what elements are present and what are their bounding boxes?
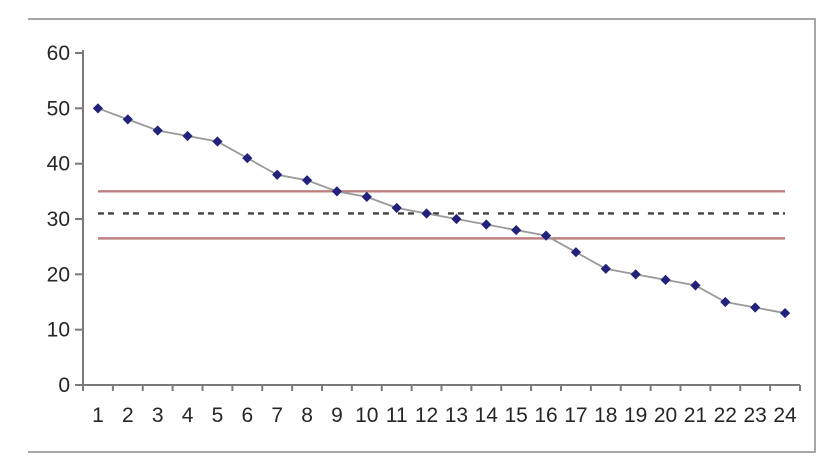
- x-tick-label: 12: [415, 404, 438, 427]
- x-tick-label: 6: [241, 404, 253, 427]
- data-point-marker: [212, 136, 223, 147]
- x-tick-label: 24: [773, 404, 797, 427]
- data-point-marker: [152, 125, 163, 136]
- data-point-marker: [242, 153, 253, 164]
- data-point-marker: [92, 103, 104, 114]
- data-point-marker: [122, 114, 133, 125]
- data-point-marker: [511, 224, 522, 236]
- x-tick-label: 20: [654, 404, 677, 427]
- x-tick-label: 9: [331, 404, 343, 427]
- x-tick-label: 3: [152, 404, 164, 427]
- x-tick-label: 15: [505, 404, 528, 427]
- data-point-marker: [570, 247, 582, 258]
- data-point-marker: [331, 186, 343, 197]
- data-point-marker: [779, 307, 791, 319]
- data-point-marker: [301, 175, 313, 186]
- x-tick-label: 16: [534, 404, 557, 427]
- y-tick-label: 0: [58, 374, 70, 397]
- data-point-marker: [660, 274, 671, 285]
- x-tick-label: 5: [212, 404, 224, 427]
- y-tick-label: 40: [47, 153, 70, 176]
- x-tick-label: 22: [714, 404, 737, 427]
- x-tick-label: 4: [182, 404, 194, 427]
- data-point-marker: [451, 213, 462, 225]
- y-tick-label: 60: [47, 42, 70, 65]
- data-point-marker: [630, 269, 641, 280]
- x-tick-label: 13: [445, 404, 468, 427]
- x-tick-label: 23: [744, 404, 767, 427]
- x-tick-label: 14: [475, 404, 499, 427]
- y-tick-label: 10: [47, 319, 70, 342]
- y-tick-label: 50: [47, 97, 70, 120]
- x-tick-label: 18: [594, 404, 617, 427]
- data-point-marker: [540, 230, 552, 241]
- data-point-marker: [720, 296, 731, 308]
- x-tick-label: 2: [122, 404, 134, 427]
- x-tick-label: 19: [624, 404, 647, 427]
- data-point-marker: [391, 202, 402, 214]
- x-tick-label: 21: [684, 404, 707, 427]
- data-point-marker: [182, 130, 193, 142]
- x-tick-label: 10: [355, 404, 378, 427]
- x-tick-label: 1: [92, 404, 104, 427]
- data-point-marker: [361, 191, 372, 202]
- data-point-marker: [690, 280, 701, 291]
- figure-border: [28, 18, 816, 453]
- y-tick-label: 20: [47, 263, 70, 286]
- data-point-marker: [272, 169, 283, 180]
- y-tick-label: 30: [47, 208, 70, 231]
- data-point-marker: [600, 263, 611, 274]
- data-point-marker: [421, 208, 432, 219]
- observed-values-line: [97, 107, 786, 314]
- x-tick-label: 11: [386, 404, 408, 427]
- x-tick-label: 7: [271, 404, 283, 427]
- data-point-marker: [481, 219, 492, 230]
- x-tick-label: 17: [564, 404, 587, 427]
- data-point-marker: [750, 302, 761, 313]
- x-tick-label: 8: [301, 404, 313, 427]
